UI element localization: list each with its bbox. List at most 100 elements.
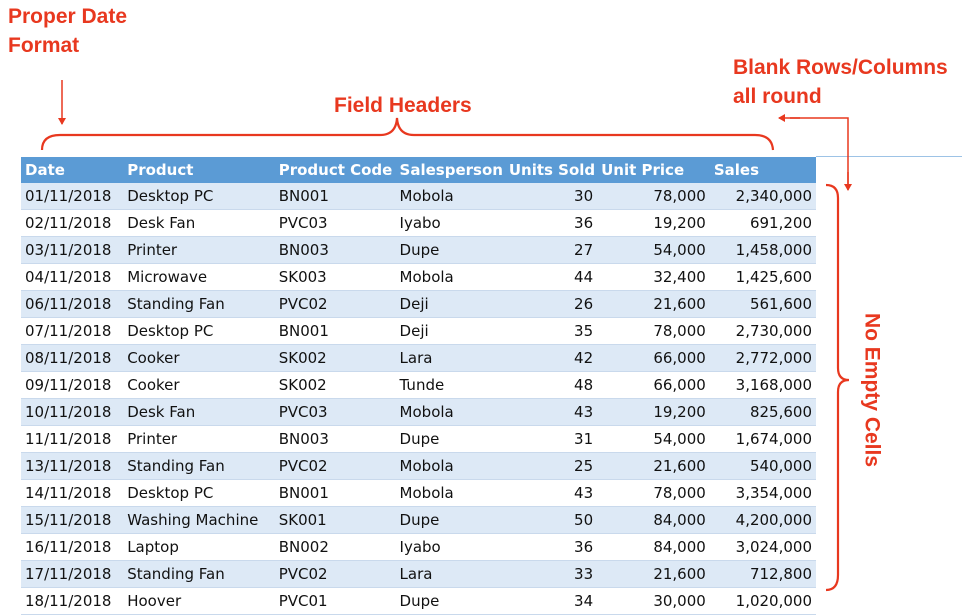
table-cell[interactable]: 78,000 — [597, 317, 710, 345]
table-cell[interactable]: 07/11/2018 — [21, 317, 124, 345]
table-cell[interactable]: 84,000 — [597, 506, 710, 534]
table-cell[interactable]: 4,200,000 — [709, 506, 816, 534]
table-cell[interactable]: Lara — [395, 560, 505, 588]
table-cell[interactable]: PVC03 — [274, 209, 396, 237]
table-cell[interactable]: BN001 — [274, 183, 396, 210]
table-cell[interactable]: 1,674,000 — [709, 425, 816, 453]
table-cell[interactable]: 25 — [504, 452, 598, 480]
table-cell[interactable]: 15/11/2018 — [21, 506, 124, 534]
table-cell[interactable]: 3,354,000 — [709, 479, 816, 507]
column-header[interactable]: Product Code — [274, 157, 396, 183]
table-cell[interactable]: Printer — [123, 236, 275, 264]
table-cell[interactable]: 30 — [504, 183, 598, 210]
table-cell[interactable]: 14/11/2018 — [21, 479, 124, 507]
table-cell[interactable]: 2,730,000 — [709, 317, 816, 345]
table-cell[interactable]: 33 — [504, 560, 598, 588]
table-cell[interactable]: 21,600 — [597, 290, 710, 318]
table-cell[interactable]: Standing Fan — [123, 560, 275, 588]
table-cell[interactable]: Tunde — [395, 371, 505, 399]
table-cell[interactable]: 36 — [504, 533, 598, 561]
table-cell[interactable]: Lara — [395, 344, 505, 372]
table-cell[interactable]: Dupe — [395, 506, 505, 534]
table-cell[interactable]: 27 — [504, 236, 598, 264]
table-cell[interactable]: Iyabo — [395, 209, 505, 237]
table-cell[interactable]: BN001 — [274, 479, 396, 507]
table-cell[interactable]: 17/11/2018 — [21, 560, 124, 588]
column-header[interactable]: Salesperson — [395, 157, 505, 183]
table-cell[interactable]: 02/11/2018 — [21, 209, 124, 237]
table-cell[interactable]: SK002 — [274, 344, 396, 372]
table-cell[interactable]: 09/11/2018 — [21, 371, 124, 399]
table-cell[interactable]: 32,400 — [597, 263, 710, 291]
table-cell[interactable]: 01/11/2018 — [21, 183, 124, 210]
table-cell[interactable]: Hoover — [123, 587, 275, 615]
table-cell[interactable]: 2,772,000 — [709, 344, 816, 372]
table-cell[interactable]: Standing Fan — [123, 452, 275, 480]
table-cell[interactable]: PVC01 — [274, 587, 396, 615]
table-cell[interactable]: 13/11/2018 — [21, 452, 124, 480]
table-cell[interactable]: 19,200 — [597, 398, 710, 426]
table-cell[interactable]: PVC02 — [274, 290, 396, 318]
table-cell[interactable]: 06/11/2018 — [21, 290, 124, 318]
table-cell[interactable]: PVC02 — [274, 452, 396, 480]
table-cell[interactable]: BN002 — [274, 533, 396, 561]
table-cell[interactable]: Desktop PC — [123, 317, 275, 345]
table-cell[interactable]: 11/11/2018 — [21, 425, 124, 453]
table-cell[interactable]: SK002 — [274, 371, 396, 399]
table-cell[interactable]: Mobola — [395, 479, 505, 507]
table-cell[interactable]: 712,800 — [709, 560, 816, 588]
table-cell[interactable]: 84,000 — [597, 533, 710, 561]
table-cell[interactable]: 54,000 — [597, 425, 710, 453]
table-cell[interactable]: Dupe — [395, 236, 505, 264]
table-cell[interactable]: 43 — [504, 398, 598, 426]
table-cell[interactable]: 1,458,000 — [709, 236, 816, 264]
table-cell[interactable]: 31 — [504, 425, 598, 453]
column-header[interactable]: Sales — [709, 157, 816, 183]
table-cell[interactable]: 30,000 — [597, 587, 710, 615]
table-cell[interactable]: 540,000 — [709, 452, 816, 480]
column-header[interactable]: Date — [21, 157, 124, 183]
table-cell[interactable]: Dupe — [395, 425, 505, 453]
table-cell[interactable]: 21,600 — [597, 452, 710, 480]
column-header[interactable]: Units Sold — [504, 157, 598, 183]
table-cell[interactable]: 1,425,600 — [709, 263, 816, 291]
table-cell[interactable]: Mobola — [395, 452, 505, 480]
table-cell[interactable]: 66,000 — [597, 371, 710, 399]
table-cell[interactable]: 561,600 — [709, 290, 816, 318]
table-cell[interactable]: 08/11/2018 — [21, 344, 124, 372]
table-cell[interactable]: 03/11/2018 — [21, 236, 124, 264]
table-cell[interactable]: Desk Fan — [123, 209, 275, 237]
table-cell[interactable]: 1,020,000 — [709, 587, 816, 615]
table-cell[interactable]: 78,000 — [597, 479, 710, 507]
table-cell[interactable]: Desktop PC — [123, 479, 275, 507]
table-cell[interactable]: PVC03 — [274, 398, 396, 426]
table-cell[interactable]: 78,000 — [597, 183, 710, 210]
table-cell[interactable]: 35 — [504, 317, 598, 345]
table-cell[interactable]: Dupe — [395, 587, 505, 615]
table-cell[interactable]: 34 — [504, 587, 598, 615]
table-cell[interactable]: Cooker — [123, 371, 275, 399]
table-cell[interactable]: Deji — [395, 290, 505, 318]
column-header[interactable]: Product — [123, 157, 275, 183]
table-cell[interactable]: 2,340,000 — [709, 183, 816, 210]
table-cell[interactable]: Microwave — [123, 263, 275, 291]
table-cell[interactable]: 3,168,000 — [709, 371, 816, 399]
table-cell[interactable]: Iyabo — [395, 533, 505, 561]
table-cell[interactable]: 3,024,000 — [709, 533, 816, 561]
table-cell[interactable]: Deji — [395, 317, 505, 345]
table-cell[interactable]: Standing Fan — [123, 290, 275, 318]
table-cell[interactable]: 18/11/2018 — [21, 587, 124, 615]
table-cell[interactable]: 19,200 — [597, 209, 710, 237]
table-cell[interactable]: 21,600 — [597, 560, 710, 588]
table-cell[interactable]: Desk Fan — [123, 398, 275, 426]
table-cell[interactable]: BN003 — [274, 236, 396, 264]
column-header[interactable]: Unit Price — [597, 157, 710, 183]
table-cell[interactable]: 36 — [504, 209, 598, 237]
table-cell[interactable]: 26 — [504, 290, 598, 318]
table-cell[interactable]: 44 — [504, 263, 598, 291]
table-cell[interactable]: 48 — [504, 371, 598, 399]
table-cell[interactable]: SK001 — [274, 506, 396, 534]
table-cell[interactable]: 16/11/2018 — [21, 533, 124, 561]
table-cell[interactable]: BN001 — [274, 317, 396, 345]
table-cell[interactable]: Desktop PC — [123, 183, 275, 210]
